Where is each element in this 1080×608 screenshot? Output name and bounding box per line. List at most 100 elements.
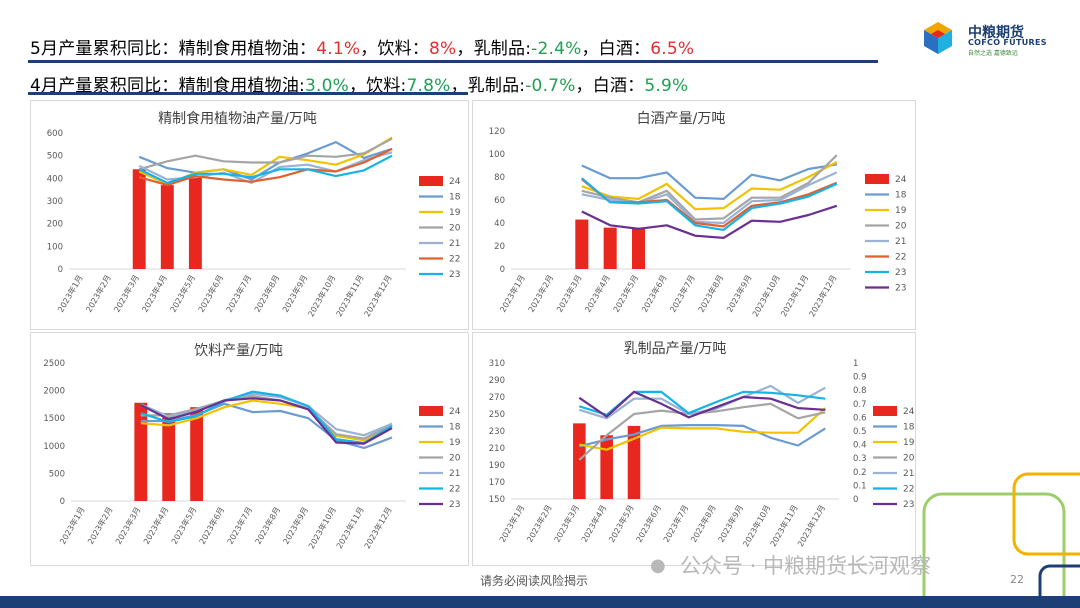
y-tick-label: 200 <box>47 220 63 230</box>
header-may-dairy-value: -2.4% <box>531 39 582 59</box>
header-may-sep3: ，白酒： <box>581 39 651 59</box>
logo-english: COFCO FUTURES <box>968 38 1047 47</box>
chart-panel-dairy: 乳制品产量/万吨 150 170 190 210 230 250 270 290 310 0 0.1 0… <box>472 332 916 566</box>
bar-24 <box>160 185 174 269</box>
x-tick-label: 2023年7月 <box>224 273 253 314</box>
y-tick-label: 500 <box>47 152 63 162</box>
x-tick-label: 2023年4月 <box>579 503 608 544</box>
y-tick-label: 0 <box>58 265 63 275</box>
legend-label: 19 <box>449 438 461 448</box>
y-tick-label: 500 <box>49 469 65 479</box>
x-tick-label: 2023年1月 <box>497 503 526 544</box>
x-tick-label: 2023年2月 <box>85 505 114 546</box>
header-may-drink-value: 8% <box>429 39 457 59</box>
x-tick-label: 2023年11月 <box>334 273 366 318</box>
series-line-23 <box>581 204 838 239</box>
legend-label: 20 <box>449 454 461 464</box>
header-april-liquor-value: 5.9% <box>644 76 689 96</box>
x-tick-label: 2023年3月 <box>554 273 583 314</box>
series-line-20 <box>138 137 393 171</box>
legend-label: 23 <box>895 284 906 294</box>
x-tick-label: 2023年9月 <box>716 503 745 544</box>
x-tick-label: 2023年6月 <box>634 503 663 544</box>
y-tick-label: 170 <box>489 478 505 488</box>
x-tick-label: 2023年11月 <box>768 503 800 548</box>
y2-tick-label: 1 <box>853 359 858 369</box>
y-tick-label: 120 <box>489 127 505 137</box>
y2-tick-label: 0 <box>853 495 858 505</box>
series-line-20 <box>581 154 838 221</box>
x-tick-label: 2023年9月 <box>280 273 309 314</box>
header-line-april: 4月产量累积同比：精制食用植物油:3.0%，饮料:7.8%，乳制品:-0.7%，… <box>30 71 688 96</box>
x-tick-label: 2023年5月 <box>611 273 640 314</box>
series-line-19 <box>140 399 393 442</box>
y2-tick-label: 0.3 <box>853 454 867 464</box>
header-may-prefix: 5月产量累积同比：精制食用植物油： <box>30 39 317 59</box>
legend-label: 23 <box>449 270 460 280</box>
risk-disclosure-note: 请务必阅读风险揭示 <box>480 574 589 588</box>
decorative-corner-shapes <box>922 472 1080 596</box>
header-april-oil-value: 3.0% <box>304 76 349 96</box>
x-tick-label: 2023年5月 <box>168 273 197 314</box>
y-tick-label: 250 <box>489 410 505 420</box>
y-tick-label: 310 <box>489 359 505 369</box>
header-may-sep1: ，饮料： <box>360 39 430 59</box>
header-rule-1 <box>28 60 878 63</box>
legend-label: 21 <box>449 239 460 249</box>
header-may-liquor-value: 6.5% <box>650 39 695 59</box>
x-tick-label: 2023年6月 <box>197 505 226 546</box>
legend-label: 20 <box>903 454 915 464</box>
logo-name: 中粮期货 <box>968 25 1024 41</box>
x-tick-label: 2023年7月 <box>225 505 254 546</box>
x-tick-label: 2023年7月 <box>661 503 690 544</box>
series-line-18 <box>579 424 826 448</box>
x-tick-label: 2023年5月 <box>606 503 635 544</box>
x-tick-label: 2023年10月 <box>306 505 338 550</box>
chart-title: 白酒产量/万吨 <box>637 111 726 127</box>
legend-label: 22 <box>895 253 906 263</box>
series-line-22 <box>138 147 393 187</box>
header-april-sep2: ，乳制品: <box>450 76 526 96</box>
legend-label: 21 <box>903 469 914 479</box>
header-april-prefix: 4月产量累积同比：精制食用植物油: <box>30 76 305 96</box>
x-tick-label: 2023年1月 <box>498 273 527 314</box>
legend-label: 23 <box>895 268 906 278</box>
bar-24 <box>132 169 146 269</box>
y2-tick-label: 0.8 <box>853 386 867 396</box>
y-tick-label: 20 <box>494 242 505 252</box>
x-tick-label: 2023年2月 <box>83 273 112 314</box>
x-tick-label: 2023年1月 <box>57 505 86 546</box>
legend-label: 22 <box>449 485 460 495</box>
x-tick-label: 2023年8月 <box>253 505 282 546</box>
y-tick-label: 1500 <box>43 414 65 424</box>
x-tick-label: 2023年3月 <box>113 505 142 546</box>
header-april-drink-value: 7.8% <box>406 76 451 96</box>
x-tick-label: 2023年12月 <box>795 503 827 548</box>
bottom-bar <box>0 596 1080 608</box>
y2-tick-label: 0.7 <box>853 400 867 410</box>
series-line-19 <box>138 136 393 186</box>
series-line-18 <box>138 141 393 181</box>
legend-label: 24 <box>903 407 915 417</box>
page-number: 22 <box>1010 573 1024 586</box>
y-tick-label: 270 <box>489 393 505 403</box>
x-tick-label: 2023年9月 <box>724 273 753 314</box>
series-line-19 <box>579 407 827 451</box>
header-april-dairy-value: -0.7% <box>525 76 576 96</box>
legend-label: 22 <box>903 485 914 495</box>
bar-24 <box>627 425 641 499</box>
series-line-21 <box>138 151 393 184</box>
chart-panel-liquor: 白酒产量/万吨 0 20 40 60 80 100 120 2023年1月 2023年2月 2023… <box>472 100 916 330</box>
bar-24 <box>631 227 646 269</box>
series-line-22 <box>140 390 393 445</box>
legend-label: 18 <box>895 191 907 201</box>
chart-title: 乳制品产量/万吨 <box>624 341 727 357</box>
header-may-oil-value: 4.1% <box>316 39 361 59</box>
header-may-sep2: ，乳制品: <box>456 39 532 59</box>
legend-label: 18 <box>903 423 915 433</box>
y2-tick-label: 0.4 <box>853 441 867 451</box>
bar-24 <box>573 423 586 499</box>
legend-label: 24 <box>449 177 461 187</box>
y-tick-label: 0 <box>500 265 505 275</box>
